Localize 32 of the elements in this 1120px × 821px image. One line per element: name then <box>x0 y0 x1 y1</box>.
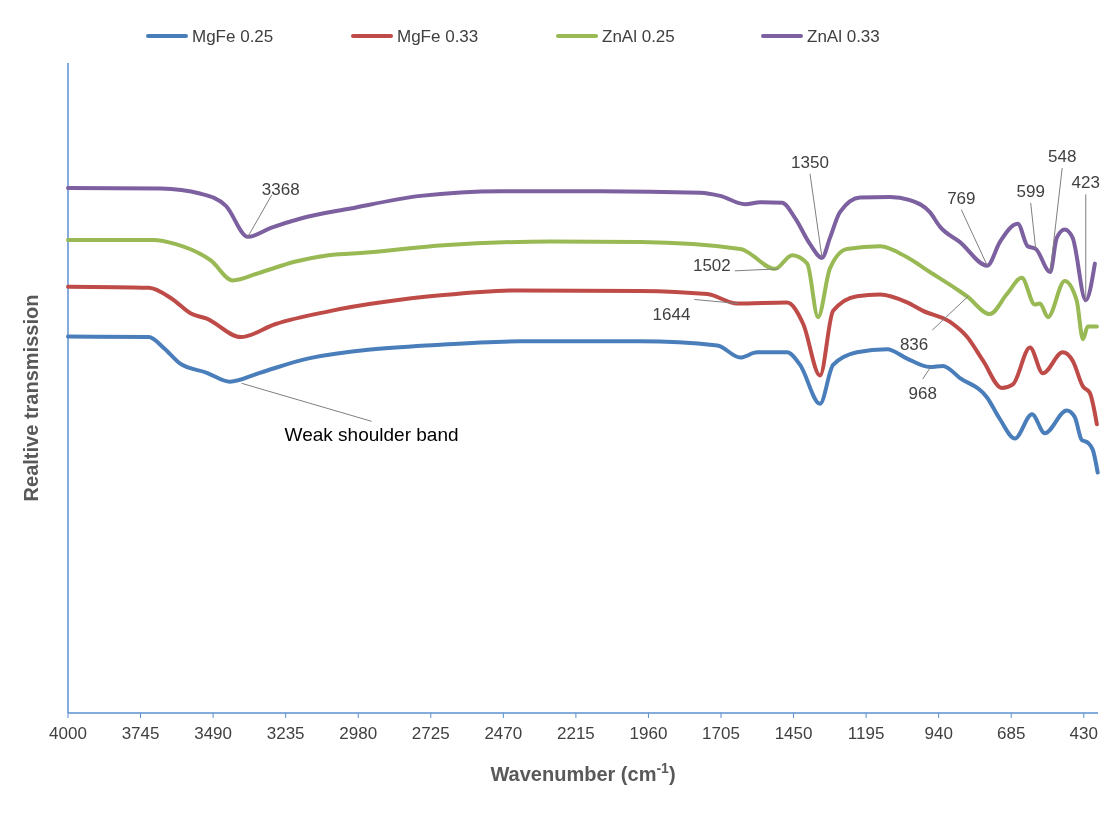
x-tick-label: 2215 <box>556 724 595 743</box>
x-tick-label: 4000 <box>49 724 87 743</box>
legend-label: MgFe 0.25 <box>192 27 274 46</box>
x-tick-label: 2725 <box>411 724 450 743</box>
x-tick-label: 1195 <box>847 724 885 743</box>
annotation: 769 <box>947 188 976 208</box>
x-tick-label: 2470 <box>484 724 523 743</box>
x-axis-title: Wavenumber (cm$^{-1}$) <box>490 760 676 785</box>
annotation: 1644 <box>652 304 691 324</box>
annotation: 599 <box>1016 181 1045 201</box>
annotation: 423 <box>1071 173 1100 193</box>
x-tick-label: 1960 <box>629 724 668 743</box>
x-tick-label: 430 <box>1069 724 1098 743</box>
legend-label: ZnAl 0.33 <box>807 27 880 46</box>
legend-label: MgFe 0.33 <box>397 27 479 46</box>
annotation: 548 <box>1048 147 1077 166</box>
annotation: 836 <box>899 335 929 355</box>
x-tick-label: 940 <box>924 724 953 743</box>
annotation: 3368 <box>261 179 300 199</box>
x-tick-label: 1705 <box>702 724 740 743</box>
x-tick-label: 3235 <box>266 724 305 743</box>
x-tick-label: 3745 <box>121 724 160 743</box>
annotation: 1502 <box>692 255 731 275</box>
annotation: 1350 <box>791 152 829 172</box>
x-tick-label: 2980 <box>339 724 378 743</box>
x-tick-label: 1450 <box>774 724 813 743</box>
y-axis-title: Realtive transmission <box>20 294 42 502</box>
annotation: Weak shoulder band <box>284 424 459 446</box>
x-tick-label: 3490 <box>194 724 233 743</box>
legend-label: ZnAl 0.25 <box>602 27 675 46</box>
annotation: 968 <box>908 384 937 404</box>
x-tick-label: 685 <box>997 724 1026 743</box>
